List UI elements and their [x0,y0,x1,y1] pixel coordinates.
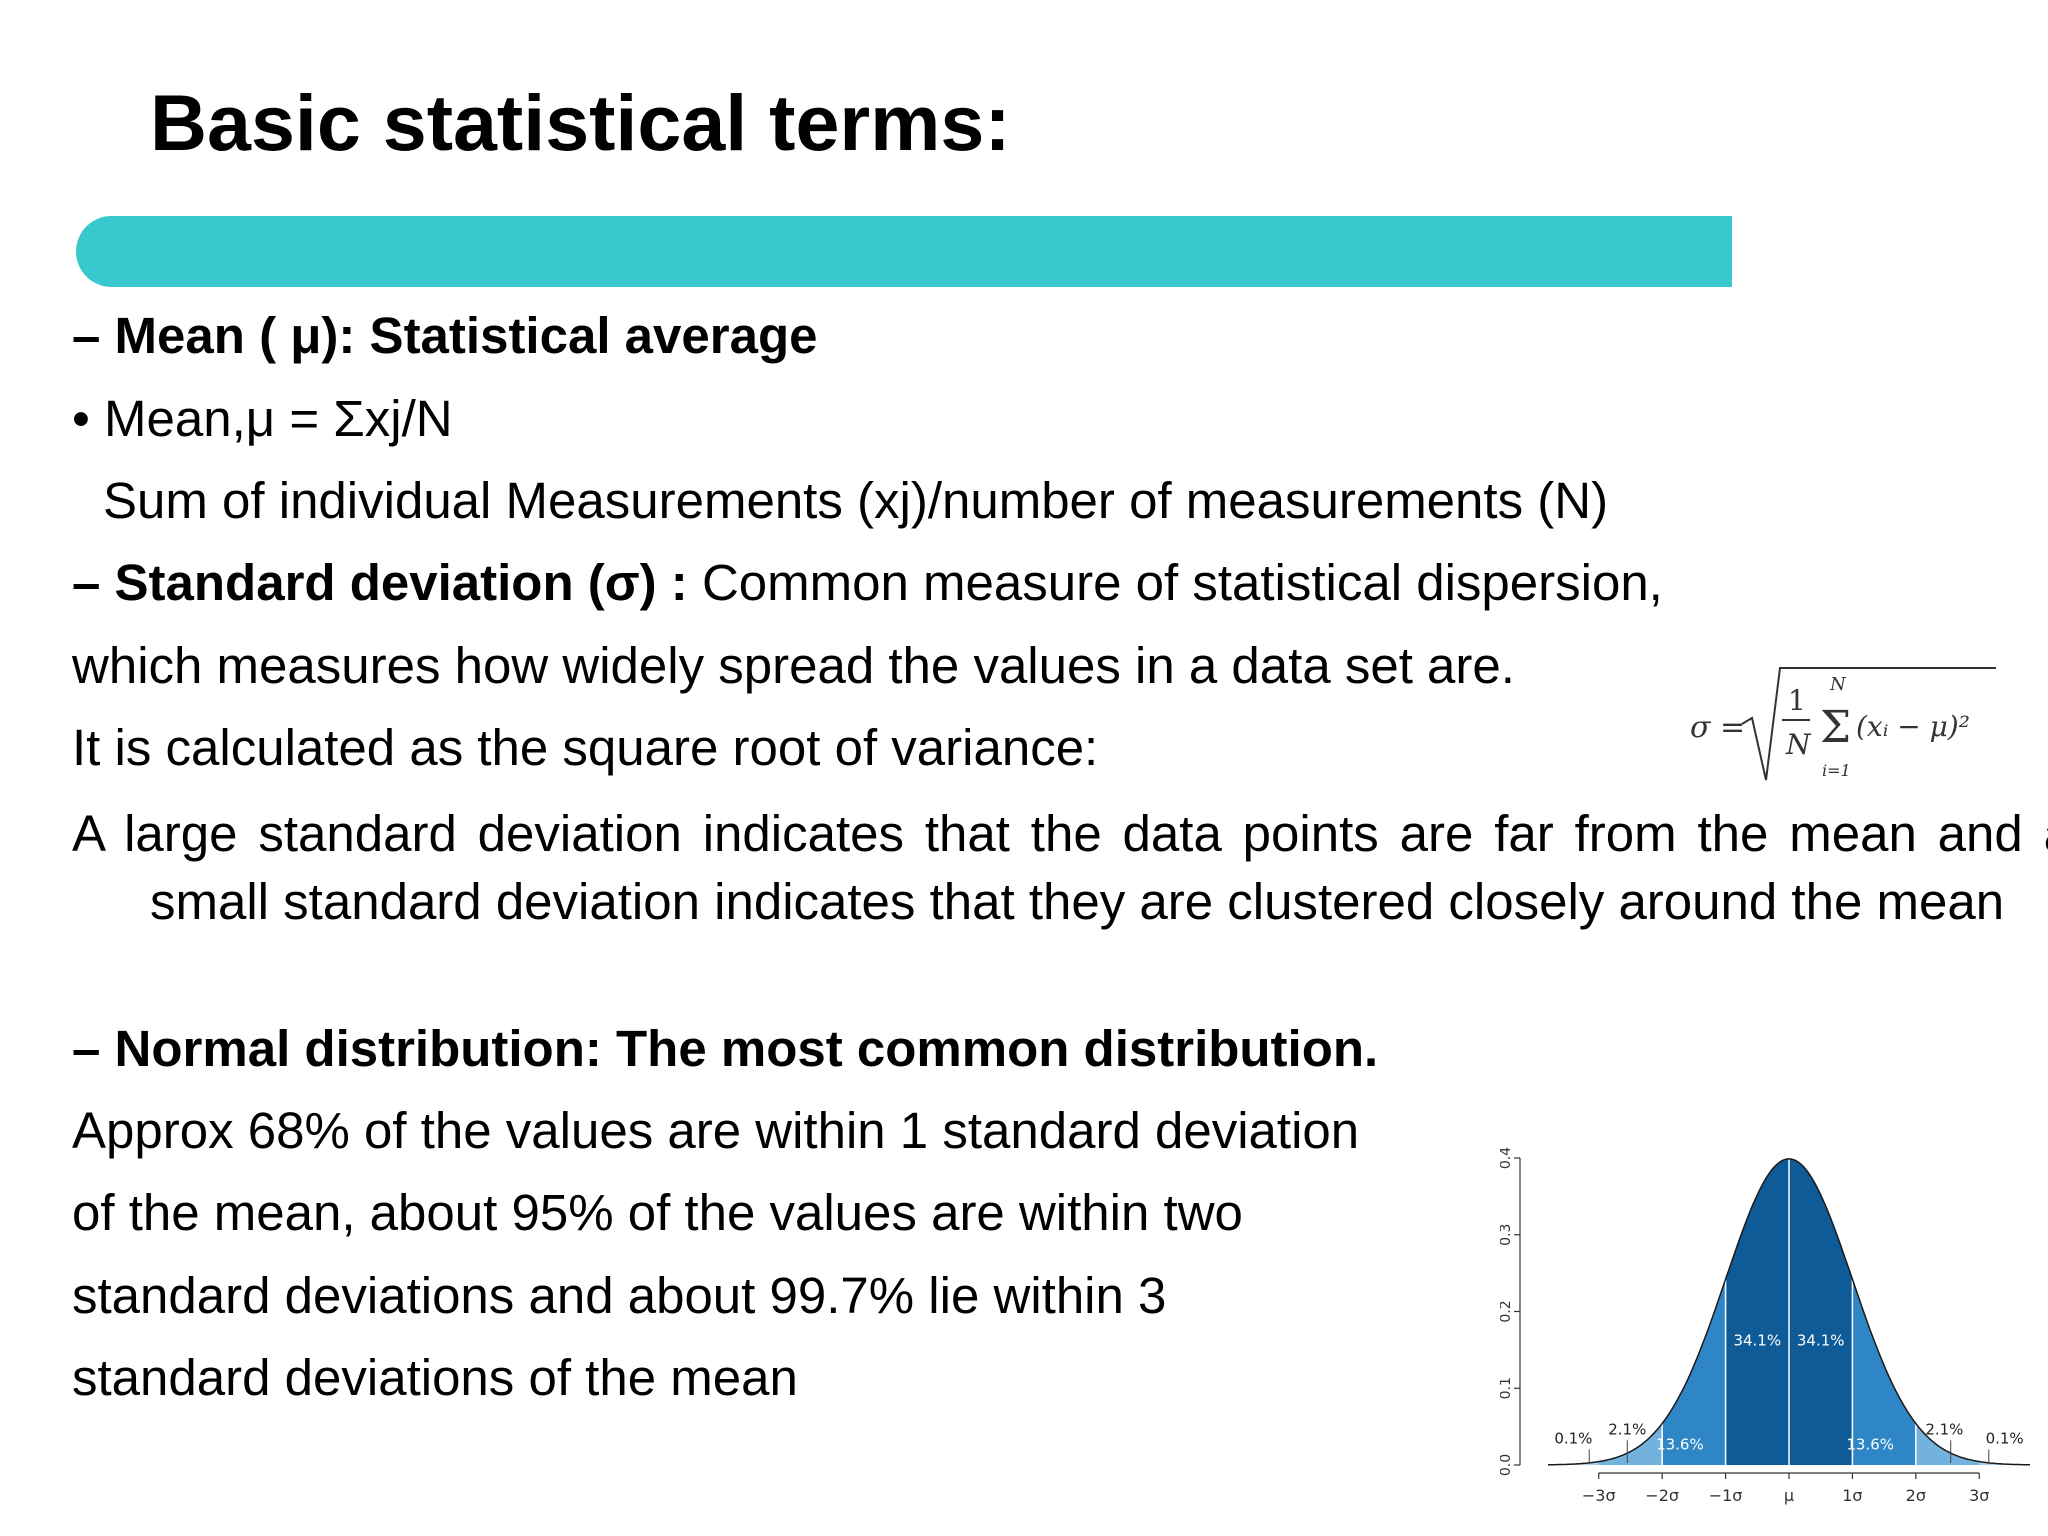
distribution-band-7 [1915,1423,1980,1465]
formula-sum-symbol: Σ [1820,702,1851,753]
formula-lhs: σ = [1690,710,1745,745]
density-curve [1547,1158,2031,1466]
normal-line-3: standard deviations and about 99.7% lie … [72,1267,1167,1324]
normal-line-1: Approx 68% of the values are within 1 st… [72,1102,1360,1159]
formula-denominator: N [1785,728,1812,761]
mean-explanation: Sum of individual Measurements (xj)/numb… [103,472,1609,529]
x-tick-label-1: −3σ [1582,1486,1616,1505]
y-tick-label-5: 0.4 [1500,1147,1514,1169]
distribution-band-2 [1598,1423,1663,1465]
y-tick-label-3: 0.2 [1500,1300,1514,1322]
std-dev-heading: – Standard deviation (σ) : Common measur… [72,553,1663,613]
mean-heading: – Mean ( μ): Statistical average [72,307,818,364]
formula-radical [1741,667,1996,781]
distribution-band-8 [1979,1461,2030,1465]
x-tick-label-4: μ [1784,1486,1794,1505]
std-dev-line-3: It is calculated as the square root of v… [72,719,1099,776]
formula-sum-upper: N [1829,674,1847,695]
distribution-band-5 [1789,1158,1853,1465]
mean-formula-bullet: • Mean,μ = Σxj/N [72,390,453,447]
std-dev-definition: Common measure of statistical dispersion… [687,554,1663,611]
formula-numerator: 1 [1788,684,1806,717]
normal-line-4: standard deviations of the mean [72,1349,798,1406]
normal-distribution-chart: 0.0 0.1 0.2 0.3 0.4 −3σ −2σ −1σ μ 1σ 2σ 3σ 0.1% 2.1% 1… [1500,1147,2031,1505]
std-dev-paragraph: A large standard deviation indicates tha… [72,805,2048,930]
formula-term: (xᵢ − μ)² [1856,710,1970,743]
x-tick-label-2: −2σ [1645,1486,1679,1505]
band-label-6: 13.6% [1846,1436,1894,1454]
formula-sum-lower: i=1 [1822,761,1851,780]
y-tick-label-4: 0.3 [1500,1224,1514,1246]
band-label-1: 0.1% [1554,1430,1592,1448]
band-label-3: 13.6% [1656,1436,1704,1454]
std-dev-term: – Standard deviation (σ) : [72,554,688,611]
x-tick-label-3: −1σ [1709,1486,1743,1505]
std-dev-formula: σ = 1 N N Σ i=1 (xᵢ − μ)² [1690,667,1996,781]
normal-heading: – Normal distribution: The most common d… [72,1020,1379,1077]
band-label-7: 2.1% [1925,1420,1963,1438]
x-tick-label-7: 3σ [1969,1486,1989,1505]
band-label-8: 0.1% [1986,1430,2024,1448]
band-label-5: 34.1% [1797,1331,1845,1349]
slide-title: Basic statistical terms: [150,78,1011,167]
band-label-4: 34.1% [1733,1331,1781,1349]
y-tick-label-1: 0.0 [1500,1454,1514,1476]
title-accent-bar [76,216,1732,287]
x-tick-label-6: 2σ [1906,1486,1926,1505]
normal-line-2: of the mean, about 95% of the values are… [72,1184,1243,1241]
y-tick-label-2: 0.1 [1500,1377,1514,1399]
distribution-band-1 [1548,1461,1599,1465]
distribution-band-4 [1725,1158,1789,1465]
std-dev-line-2: which measures how widely spread the val… [72,637,1515,694]
band-label-2: 2.1% [1608,1420,1646,1438]
x-tick-label-5: 1σ [1842,1486,1862,1505]
